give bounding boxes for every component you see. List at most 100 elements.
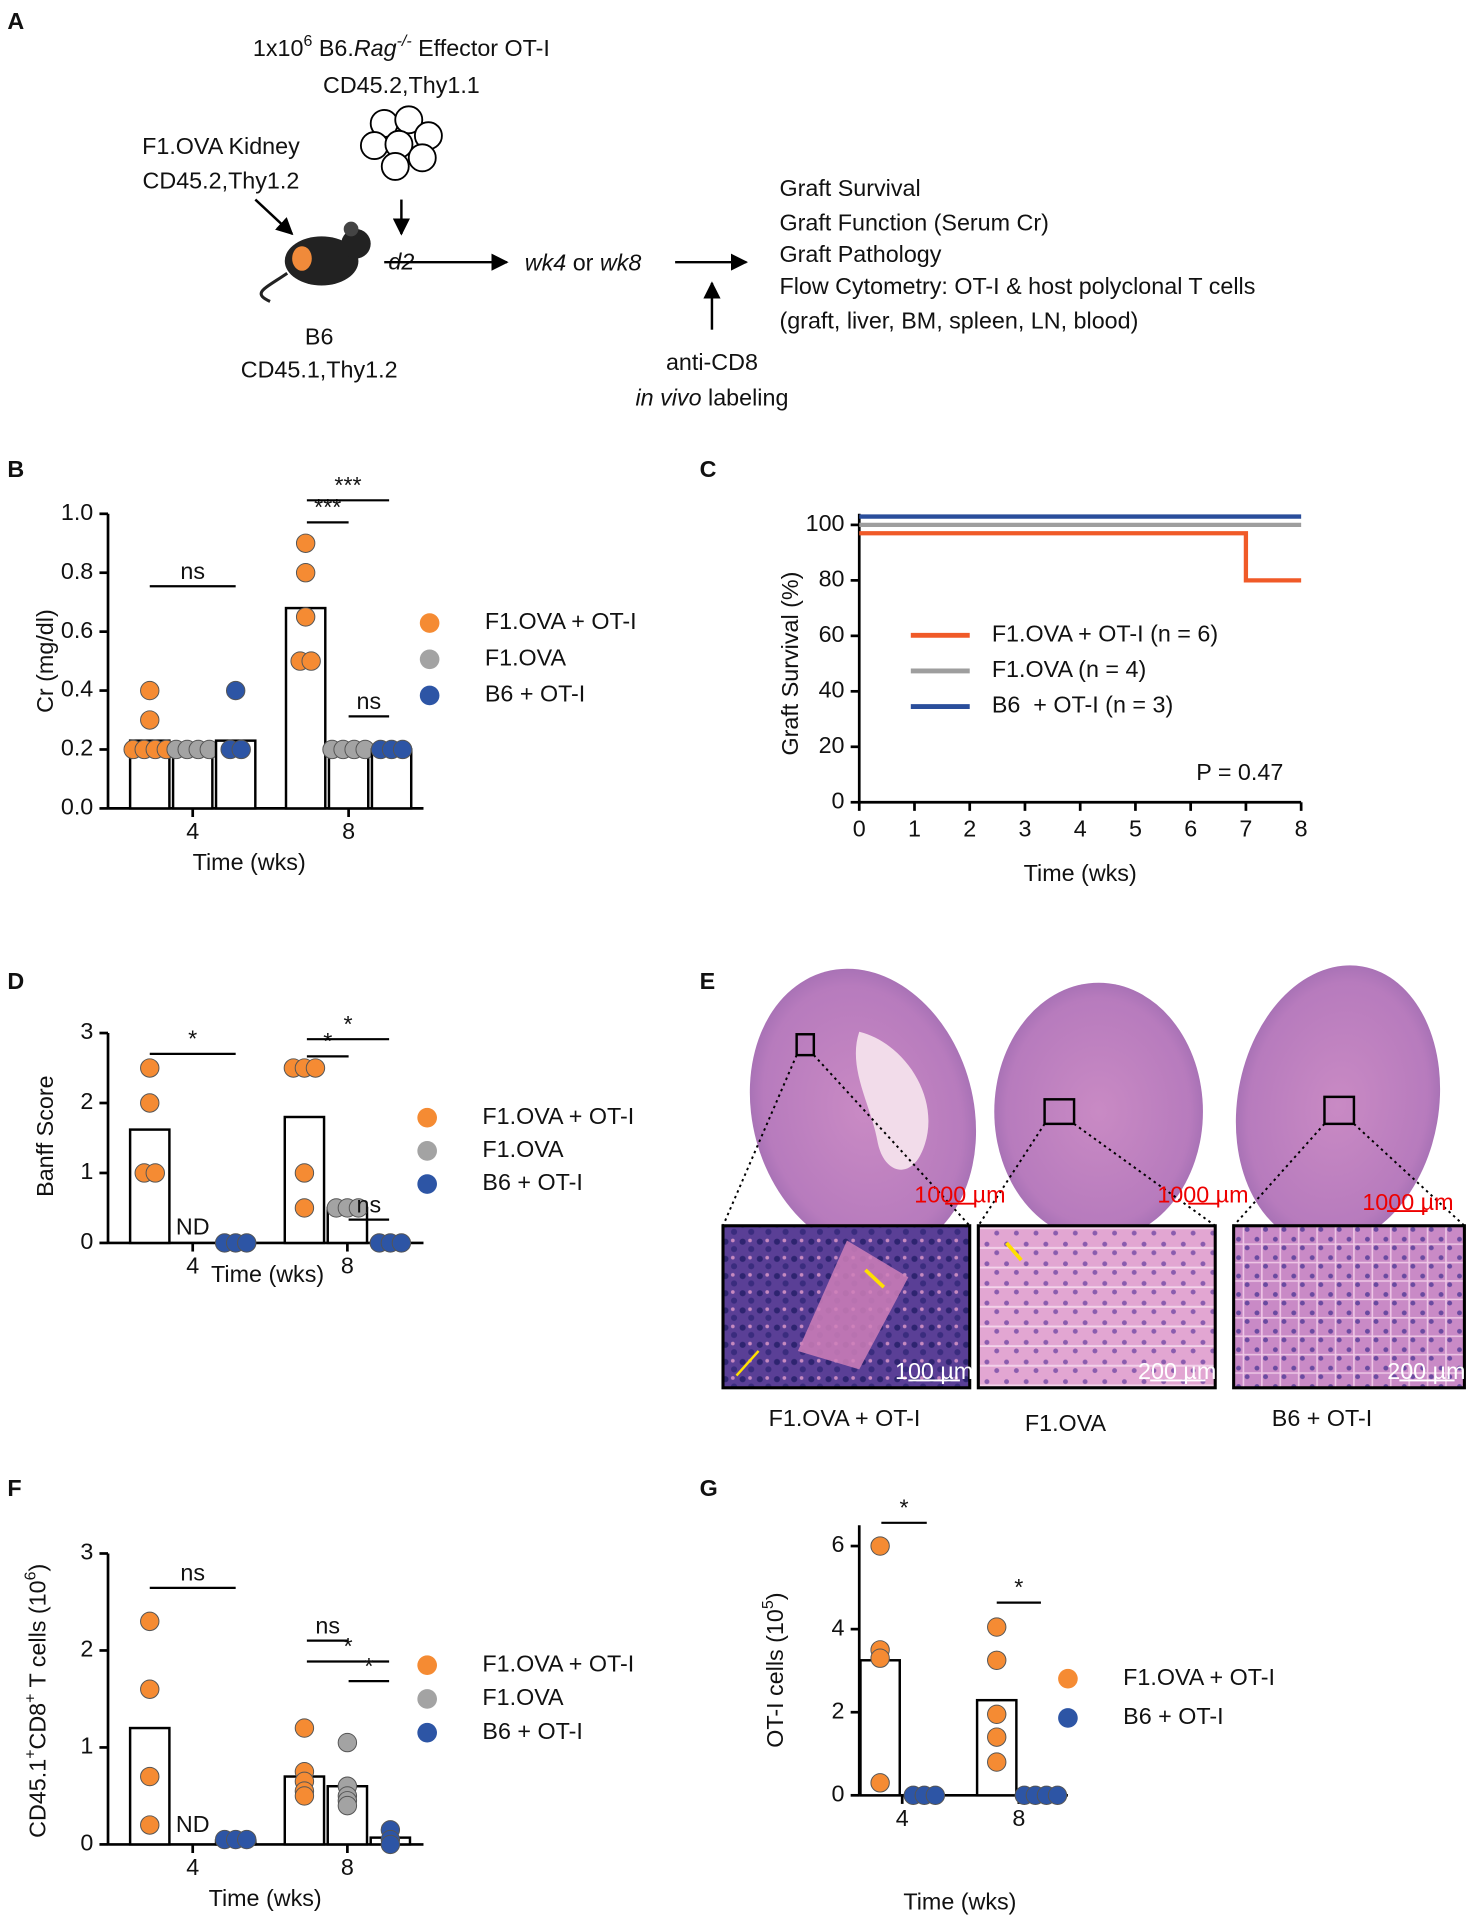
y-tick-label: 20 <box>819 732 845 758</box>
data-point <box>1047 1785 1068 1806</box>
legend-label: F1.OVA + OT-I <box>485 608 637 634</box>
y-tick-label: 0 <box>832 1780 845 1806</box>
data-point <box>140 1611 160 1632</box>
y-axis-label-part: OT-I cells (10 <box>762 1609 788 1748</box>
group-label: F1.OVA <box>1025 1410 1107 1436</box>
x-axis-label: Time (wks) <box>211 1261 324 1287</box>
panel-label: F <box>7 1475 21 1501</box>
scale-label: 1000 µm <box>1157 1181 1248 1207</box>
scale-label: 100 µm <box>895 1358 973 1384</box>
text: Rag <box>354 35 397 61</box>
group-label: B6 + OT-I <box>1272 1405 1372 1431</box>
kidney-section <box>1235 965 1441 1246</box>
chart: 0 2 4 6 Time (wks) OT-I cells (105) 4 8 F1.OVA +… <box>760 1494 1275 1914</box>
x-tick-label: 8 <box>342 818 355 844</box>
data-point <box>987 1727 1007 1747</box>
legend-marker <box>417 1689 437 1709</box>
text: labeling <box>702 385 789 411</box>
x-tick-label: 4 <box>186 818 199 844</box>
legend-marker <box>419 649 440 670</box>
legend-label: F1.OVA <box>482 1136 564 1162</box>
x-tick-label: 8 <box>341 1854 354 1880</box>
schematic: 1x106 B6.Rag-/- Effector OT-I CD45.2,Thy… <box>142 33 1255 411</box>
significance-label: *** <box>314 494 341 520</box>
recipient-marker: CD45.1,Thy1.2 <box>241 357 398 383</box>
y-tick-label: 1 <box>80 1158 93 1184</box>
data-point <box>987 1617 1007 1637</box>
data-point <box>140 1058 160 1078</box>
legend-label: B6 + OT-I <box>482 1169 582 1195</box>
annotation: ND <box>176 1213 210 1239</box>
panel-label: C <box>700 456 717 482</box>
text: or <box>566 250 600 276</box>
legend-label: B6 + OT-I <box>1123 1703 1223 1729</box>
legend-marker <box>1058 1668 1078 1689</box>
data-point <box>140 1815 160 1835</box>
panel-labels: A B C D E F G <box>7 8 717 1501</box>
text: B6. <box>312 35 353 61</box>
bar <box>171 748 214 810</box>
y-tick-label: 4 <box>832 1614 845 1640</box>
data-point <box>237 1829 257 1850</box>
data-point <box>337 1795 358 1816</box>
mouse-icon <box>259 221 371 303</box>
significance-label: ns <box>315 1612 340 1638</box>
legend-marker <box>417 1141 437 1161</box>
y-axis-label: OT-I cells (105) <box>760 1592 788 1747</box>
data-point <box>140 1093 160 1113</box>
data-point <box>925 1785 946 1806</box>
text: wk4 <box>525 250 566 276</box>
data-point <box>140 1766 160 1787</box>
x-tick-label: 8 <box>1295 816 1308 842</box>
y-axis-label-part: 6 <box>22 1571 39 1580</box>
y-tick-label: 1 <box>80 1733 93 1759</box>
text: 6 <box>303 33 312 50</box>
vessel <box>797 1240 909 1370</box>
data-point <box>870 1773 890 1793</box>
significance-label: ns <box>357 1191 382 1217</box>
group-label: F1.OVA + OT-I <box>769 1405 921 1431</box>
y-tick-label: 3 <box>80 1539 93 1565</box>
data-point <box>987 1650 1007 1670</box>
legend-marker <box>1058 1708 1078 1728</box>
y-tick-label: 0.0 <box>61 794 93 820</box>
bar <box>284 606 327 810</box>
y-axis-label-part: CD8 <box>24 1703 50 1750</box>
y-axis-label: Cr (mg/dl) <box>32 609 58 713</box>
legend-marker <box>419 685 440 706</box>
donor-label: F1.OVA Kidney <box>142 133 300 159</box>
y-tick-label: 100 <box>806 510 845 536</box>
panel-label: B <box>7 456 24 482</box>
y-tick-label: 3 <box>80 1018 93 1044</box>
zoom-image <box>1232 1224 1466 1390</box>
panel-label: E <box>700 968 716 994</box>
cells-icon <box>359 105 443 181</box>
significance-label: ns <box>180 1560 205 1586</box>
y-tick-label: 0.8 <box>61 558 93 584</box>
y-tick-label: 0 <box>80 1830 93 1856</box>
survival-line <box>859 531 1302 583</box>
text: in vivo <box>635 385 701 411</box>
data-point <box>870 1648 890 1668</box>
data-point <box>392 739 413 760</box>
x-tick-label: 4 <box>186 1854 199 1880</box>
y-axis-label-part: + <box>22 1749 39 1758</box>
data-point <box>348 1198 369 1218</box>
legend-label: F1.OVA <box>485 644 567 670</box>
x-tick-label: 7 <box>1239 816 1252 842</box>
y-axis-label: CD45.1+CD8+ T cells (106) <box>22 1564 50 1838</box>
x-tick-label: 4 <box>896 1805 909 1831</box>
labeling: anti-CD8 <box>666 349 758 375</box>
significance-label: * <box>188 1026 197 1052</box>
legend-marker <box>419 613 440 633</box>
timepoints: wk4 or wk8 <box>525 250 642 276</box>
x-tick-label: 5 <box>1129 816 1142 842</box>
legend-label: F1.OVA + OT-I (n = 6) <box>992 620 1218 646</box>
legend-marker <box>417 1174 437 1194</box>
x-tick-label: 0 <box>853 816 866 842</box>
x-tick-label: 6 <box>1184 816 1197 842</box>
x-tick-label: 1 <box>908 816 921 842</box>
